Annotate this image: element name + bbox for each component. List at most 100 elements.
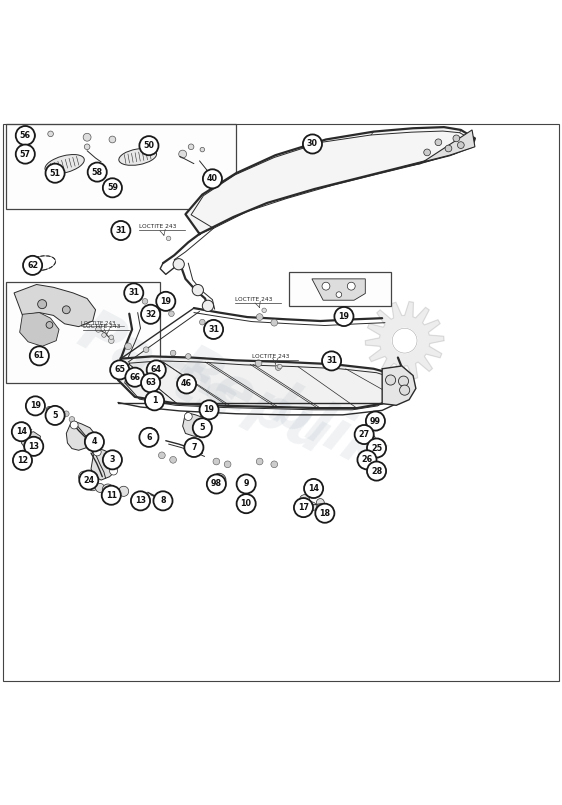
Circle shape xyxy=(103,450,122,469)
Circle shape xyxy=(48,131,53,137)
Circle shape xyxy=(119,486,129,497)
Circle shape xyxy=(69,416,75,422)
Circle shape xyxy=(102,332,106,337)
Circle shape xyxy=(16,450,31,464)
Circle shape xyxy=(256,314,263,320)
Circle shape xyxy=(96,327,101,332)
Circle shape xyxy=(355,425,374,444)
Circle shape xyxy=(204,320,223,339)
Circle shape xyxy=(365,423,375,433)
Circle shape xyxy=(367,461,386,481)
Polygon shape xyxy=(20,312,59,346)
Text: 27: 27 xyxy=(359,430,370,439)
Circle shape xyxy=(367,444,375,452)
Circle shape xyxy=(237,494,256,514)
Circle shape xyxy=(64,411,69,416)
Circle shape xyxy=(365,454,371,460)
Circle shape xyxy=(256,458,263,464)
Circle shape xyxy=(184,413,192,420)
Text: 6: 6 xyxy=(146,433,152,442)
Text: 30: 30 xyxy=(307,139,318,148)
Circle shape xyxy=(179,151,187,158)
Circle shape xyxy=(17,422,28,433)
Polygon shape xyxy=(312,279,365,300)
Circle shape xyxy=(16,126,35,145)
Text: 46: 46 xyxy=(181,379,192,389)
Text: 31: 31 xyxy=(128,288,139,297)
Text: 19: 19 xyxy=(160,297,171,306)
Circle shape xyxy=(85,435,93,443)
Circle shape xyxy=(322,351,341,370)
Text: 31: 31 xyxy=(115,226,126,235)
Text: 65: 65 xyxy=(114,365,125,374)
Circle shape xyxy=(147,361,166,379)
Circle shape xyxy=(46,407,53,413)
Circle shape xyxy=(88,481,98,491)
Text: 11: 11 xyxy=(106,491,117,500)
Text: 1: 1 xyxy=(152,396,157,405)
Circle shape xyxy=(445,145,452,152)
Circle shape xyxy=(453,135,460,142)
Circle shape xyxy=(400,385,410,395)
Text: 3: 3 xyxy=(110,456,115,464)
Circle shape xyxy=(200,320,205,325)
Circle shape xyxy=(57,415,64,422)
Circle shape xyxy=(142,299,148,304)
Circle shape xyxy=(193,419,212,437)
Circle shape xyxy=(386,375,396,385)
Circle shape xyxy=(23,256,42,275)
Circle shape xyxy=(255,360,262,366)
Text: 7: 7 xyxy=(191,443,197,452)
Circle shape xyxy=(30,346,49,365)
Circle shape xyxy=(83,134,91,141)
Circle shape xyxy=(216,477,223,484)
Circle shape xyxy=(200,400,219,419)
Circle shape xyxy=(125,368,144,386)
Circle shape xyxy=(46,321,53,328)
Circle shape xyxy=(262,308,266,312)
Circle shape xyxy=(212,473,226,487)
Circle shape xyxy=(278,365,282,369)
Circle shape xyxy=(124,283,143,303)
Circle shape xyxy=(110,467,117,475)
Circle shape xyxy=(139,136,158,155)
Polygon shape xyxy=(14,284,96,327)
Circle shape xyxy=(46,163,65,183)
Circle shape xyxy=(16,145,35,163)
Circle shape xyxy=(207,474,226,493)
Circle shape xyxy=(184,438,203,457)
Bar xyxy=(289,272,391,306)
Circle shape xyxy=(109,335,114,340)
Circle shape xyxy=(347,283,355,290)
Circle shape xyxy=(93,448,101,456)
Circle shape xyxy=(143,427,158,443)
Circle shape xyxy=(143,347,149,353)
Circle shape xyxy=(85,432,104,452)
Text: LOCTITE 243: LOCTITE 243 xyxy=(81,321,116,326)
Text: 8: 8 xyxy=(160,497,166,506)
Circle shape xyxy=(303,134,322,154)
Circle shape xyxy=(271,320,278,326)
Circle shape xyxy=(110,489,120,498)
Circle shape xyxy=(103,178,122,197)
Circle shape xyxy=(88,163,107,182)
Circle shape xyxy=(20,454,28,461)
Circle shape xyxy=(177,374,196,394)
Text: 64: 64 xyxy=(151,365,162,374)
Text: 40: 40 xyxy=(207,175,218,184)
Text: 51: 51 xyxy=(49,169,61,178)
Polygon shape xyxy=(91,448,118,480)
Text: 19: 19 xyxy=(203,405,215,415)
Text: 19: 19 xyxy=(30,402,41,411)
Text: 50: 50 xyxy=(143,141,155,151)
Bar xyxy=(6,124,236,208)
Text: 26: 26 xyxy=(361,456,373,464)
Circle shape xyxy=(147,431,155,439)
Polygon shape xyxy=(405,130,475,167)
Circle shape xyxy=(24,437,43,456)
Text: 14: 14 xyxy=(16,427,27,436)
Text: 66: 66 xyxy=(129,373,140,382)
Circle shape xyxy=(170,456,176,463)
Text: +: + xyxy=(26,427,32,433)
Text: Parts: Parts xyxy=(69,303,246,434)
